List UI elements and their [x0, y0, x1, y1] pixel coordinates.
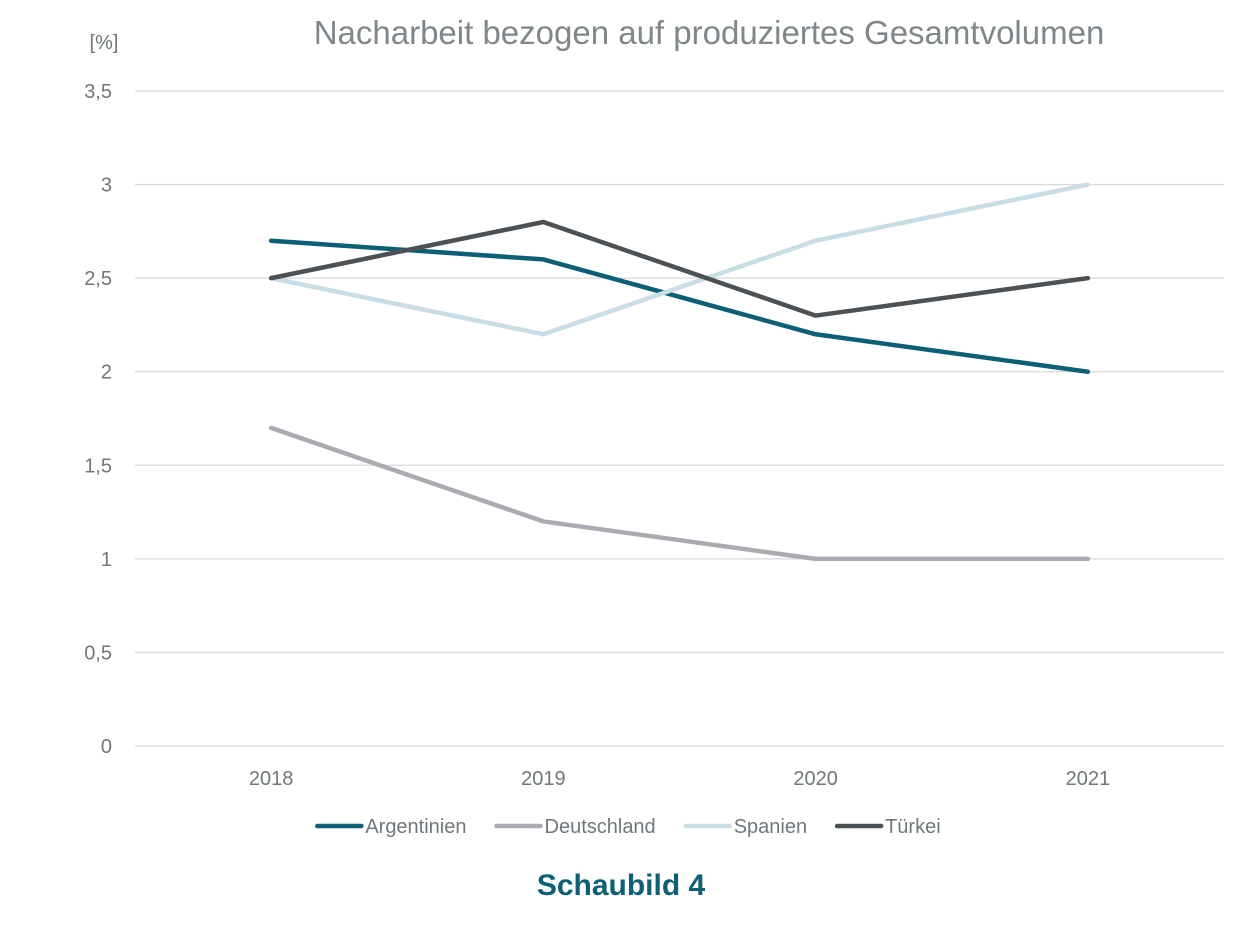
- y-tick-label: 0: [101, 736, 112, 758]
- y-tick-label: 1,5: [84, 455, 112, 477]
- x-tick-label: 2020: [793, 768, 838, 790]
- y-axis-tick-labels: 0 0,5 1 1,5 2 2,5 3 3,5: [84, 81, 112, 758]
- chart-title: Nacharbeit bezogen auf produziertes Gesa…: [314, 14, 1105, 51]
- series-line-deutschland: [268, 425, 1091, 562]
- y-tick-label: 1: [101, 549, 112, 571]
- y-axis-unit-label: [%]: [90, 32, 119, 54]
- y-tick-label: 2: [101, 362, 112, 384]
- legend-label: Argentinien: [365, 816, 466, 838]
- legend-label: Spanien: [734, 816, 807, 838]
- x-axis-tick-labels: 2018 2019 2020 2021: [249, 768, 1110, 790]
- legend-label: Türkei: [885, 816, 941, 838]
- series-line-türkei: [268, 219, 1091, 318]
- legend-label: Deutschland: [545, 816, 656, 838]
- y-tick-label: 0,5: [84, 642, 112, 664]
- gridlines: [135, 90, 1224, 747]
- y-tick-label: 3: [101, 175, 112, 197]
- figure-caption: Schaubild 4: [537, 869, 706, 902]
- series-lines: [268, 182, 1091, 562]
- y-tick-label: 3,5: [84, 81, 112, 103]
- x-tick-label: 2021: [1066, 768, 1111, 790]
- x-tick-label: 2018: [249, 768, 294, 790]
- y-tick-label: 2,5: [84, 268, 112, 290]
- x-tick-label: 2019: [521, 768, 566, 790]
- series-line-spanien: [268, 182, 1091, 337]
- series-line-argentinien: [268, 238, 1091, 374]
- legend: Argentinien Deutschland Spanien Türkei: [315, 816, 941, 838]
